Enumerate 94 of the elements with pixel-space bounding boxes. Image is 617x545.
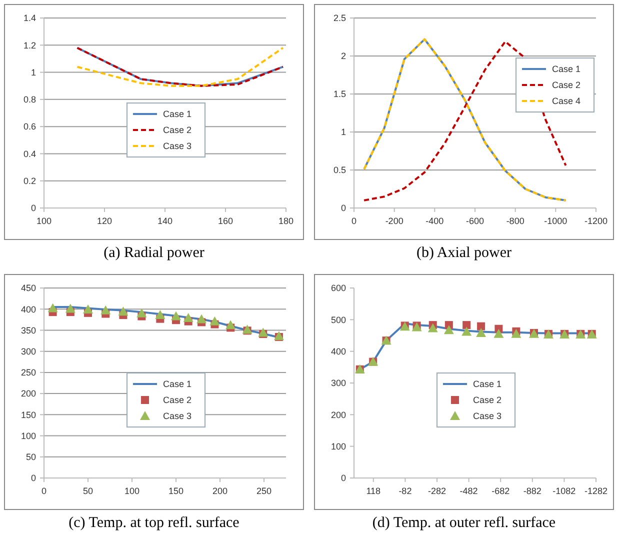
y-tick-label: 100 xyxy=(330,441,346,452)
legend-label: Case 3 xyxy=(473,411,502,422)
point xyxy=(136,308,147,318)
y-tick-label: 1 xyxy=(30,67,36,78)
x-tick-label: 0 xyxy=(351,216,357,226)
x-tick-label: -682 xyxy=(492,486,510,496)
y-tick-label: 200 xyxy=(20,388,36,399)
x-tick-label: -800 xyxy=(506,216,524,226)
point xyxy=(444,325,454,334)
legend-label: Case 1 xyxy=(163,379,192,390)
point xyxy=(494,328,504,338)
x-tick-label: 180 xyxy=(278,216,294,226)
x-tick-label: 120 xyxy=(96,216,112,226)
x-tick-label: 150 xyxy=(168,486,184,496)
legend-label: Case 1 xyxy=(552,64,581,74)
y-tick-label: 300 xyxy=(20,346,36,356)
y-tick-label: 350 xyxy=(20,325,36,336)
x-tick-label: -200 xyxy=(385,216,404,226)
y-tick-label: 0 xyxy=(30,203,36,214)
x-tick-label: 118 xyxy=(366,486,381,496)
legend-label: Case 3 xyxy=(163,411,192,422)
y-tick-label: 50 xyxy=(26,452,36,462)
y-tick-label: 400 xyxy=(20,304,36,314)
y-tick-label: 0 xyxy=(30,473,36,484)
y-tick-label: 0.4 xyxy=(23,148,36,159)
x-tick-label: -1000 xyxy=(544,216,568,226)
y-tick-label: 1.5 xyxy=(333,89,346,100)
x-tick-label: 160 xyxy=(218,216,234,226)
x-tick-label: -82 xyxy=(398,486,412,496)
y-tick-label: 2 xyxy=(340,51,346,62)
x-tick-label: 250 xyxy=(256,486,272,496)
y-tick-label: 1 xyxy=(340,127,346,138)
y-tick-label: 100 xyxy=(20,430,36,441)
x-tick-label: 0 xyxy=(41,486,47,496)
legend-label: Case 2 xyxy=(163,395,192,406)
point xyxy=(476,328,486,337)
point xyxy=(258,328,268,337)
y-tick-label: 2.5 xyxy=(333,13,346,24)
y-tick-label: 250 xyxy=(20,368,36,378)
x-tick-label: -400 xyxy=(426,216,444,226)
legend-label: Case 2 xyxy=(473,395,502,406)
y-tick-label: 300 xyxy=(330,378,346,388)
point xyxy=(210,316,220,326)
legend-label: Case 2 xyxy=(552,80,581,90)
legend-label: Case 2 xyxy=(163,125,192,136)
y-tick-label: 1.4 xyxy=(23,13,36,24)
x-tick-label: -282 xyxy=(428,486,446,496)
point xyxy=(48,303,58,312)
y-tick-label: 0.5 xyxy=(333,165,346,176)
line-series xyxy=(76,46,284,87)
point xyxy=(462,326,472,336)
point xyxy=(65,304,76,313)
point xyxy=(226,320,236,330)
x-tick-label: -1282 xyxy=(584,486,608,496)
x-tick-label: -600 xyxy=(466,216,484,226)
legend-label: Case 3 xyxy=(163,141,192,152)
y-tick-label: 0 xyxy=(340,203,346,214)
point xyxy=(100,305,111,314)
point xyxy=(428,323,438,332)
legend-label: Case 4 xyxy=(552,96,581,106)
y-tick-label: 600 xyxy=(330,283,346,294)
x-tick-label: -882 xyxy=(523,486,542,496)
legend-label: Case 1 xyxy=(473,379,502,390)
point xyxy=(171,311,181,320)
point xyxy=(83,304,93,314)
legend-label: Case 1 xyxy=(163,109,192,120)
y-tick-label: 0.8 xyxy=(23,94,36,105)
x-tick-label: -482 xyxy=(460,486,478,496)
y-tick-label: 0 xyxy=(340,473,346,484)
y-tick-label: 0.2 xyxy=(23,176,36,186)
point xyxy=(462,321,471,330)
point xyxy=(155,310,166,320)
y-tick-label: 500 xyxy=(330,314,346,325)
point xyxy=(477,322,486,330)
y-tick-label: 450 xyxy=(20,283,36,294)
point xyxy=(183,312,194,322)
text: (c) Temp. at top refl. surface xyxy=(68,515,240,531)
text: (b) Axial power xyxy=(416,245,512,261)
y-tick-label: 400 xyxy=(330,346,346,356)
y-tick-label: 150 xyxy=(20,410,36,420)
point xyxy=(511,328,522,338)
x-tick-label: 50 xyxy=(82,486,94,496)
y-tick-label: 200 xyxy=(330,410,346,420)
point xyxy=(118,306,128,316)
y-tick-label: 1.2 xyxy=(23,40,36,50)
point xyxy=(196,314,207,324)
x-tick-label: 100 xyxy=(124,486,140,496)
x-tick-label: 140 xyxy=(157,216,173,226)
x-tick-label: 200 xyxy=(212,486,228,496)
x-tick-label: -1200 xyxy=(584,216,608,226)
text: (a) Radial power xyxy=(104,245,204,261)
text: (d) Temp. at outer refl. surface xyxy=(372,515,556,531)
x-tick-label: -1082 xyxy=(552,486,576,496)
y-tick-label: 0.6 xyxy=(23,122,36,132)
